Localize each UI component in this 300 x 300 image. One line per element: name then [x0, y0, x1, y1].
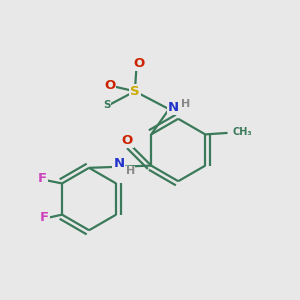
Text: F: F	[38, 172, 47, 185]
Text: H: H	[126, 166, 135, 176]
Text: F: F	[40, 211, 49, 224]
Text: O: O	[104, 79, 115, 92]
Text: S: S	[130, 85, 140, 98]
Text: H: H	[181, 99, 190, 109]
Text: O: O	[122, 134, 133, 147]
Text: O: O	[133, 57, 144, 70]
Text: N: N	[168, 101, 179, 114]
Text: S: S	[103, 100, 110, 110]
Text: N: N	[113, 157, 124, 170]
Text: CH₃: CH₃	[233, 127, 253, 137]
